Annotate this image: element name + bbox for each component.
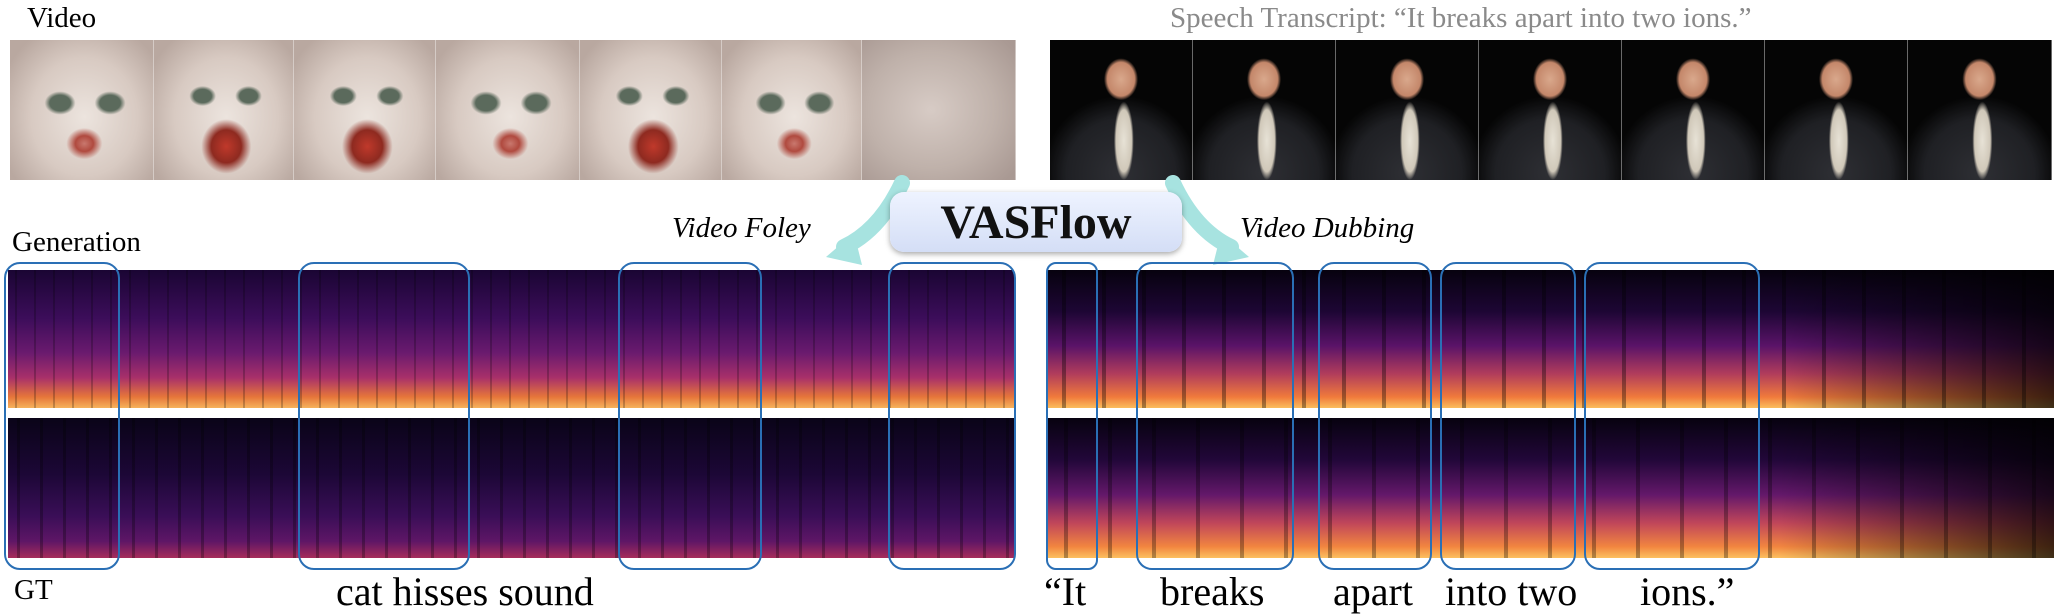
cat-video-filmstrip: [10, 40, 1016, 180]
highlight-box-breaks: [1136, 262, 1294, 570]
highlight-box: [4, 262, 120, 570]
video-label: Video: [27, 2, 97, 34]
highlight-box: [888, 262, 1016, 570]
curved-arrow-right-icon: [1165, 175, 1249, 265]
video-frame: [1193, 40, 1336, 180]
dubbing-word: “It: [1044, 569, 1087, 614]
video-frame: [10, 40, 154, 180]
dubbing-word: breaks: [1160, 569, 1265, 614]
foley-caption: cat hisses sound: [336, 569, 594, 614]
video-frame: [1908, 40, 2052, 180]
spectrogram-silence-region: [1780, 418, 2054, 558]
highlight-box: [298, 262, 470, 570]
speaker-video-filmstrip: [1050, 40, 2052, 180]
video-frame: [862, 40, 1016, 180]
dubbing-word: apart: [1333, 569, 1413, 614]
video-frame: [1050, 40, 1193, 180]
spectrogram-silence-region: [1780, 270, 2054, 408]
highlight-box-ions: [1584, 262, 1760, 570]
video-foley-label: Video Foley: [672, 212, 811, 244]
vasflow-title-banner: VASFlow: [890, 192, 1182, 252]
highlight-box-it: [1046, 262, 1098, 570]
dubbing-word: into two: [1445, 569, 1578, 614]
video-frame: [580, 40, 722, 180]
generation-label: Generation: [12, 226, 141, 258]
highlight-box-into-two: [1440, 262, 1576, 570]
video-frame: [294, 40, 436, 180]
video-dubbing-label: Video Dubbing: [1240, 212, 1415, 244]
video-frame: [1622, 40, 1765, 180]
dubbing-word: ions.”: [1640, 569, 1735, 614]
video-frame: [1765, 40, 1908, 180]
foley-generation-spectrogram: [8, 270, 1014, 408]
video-frame: [154, 40, 294, 180]
video-frame: [436, 40, 580, 180]
video-frame: [1479, 40, 1622, 180]
video-frame: [722, 40, 862, 180]
video-frame: [1336, 40, 1479, 180]
foley-gt-spectrogram: [8, 418, 1014, 558]
curved-arrow-left-icon: [826, 175, 910, 265]
vasflow-title: VASFlow: [940, 195, 1132, 249]
highlight-box-apart: [1318, 262, 1432, 570]
gt-label: GT: [14, 574, 53, 606]
speech-transcript-label: Speech Transcript: “It breaks apart into…: [1170, 2, 1752, 34]
highlight-box: [618, 262, 762, 570]
